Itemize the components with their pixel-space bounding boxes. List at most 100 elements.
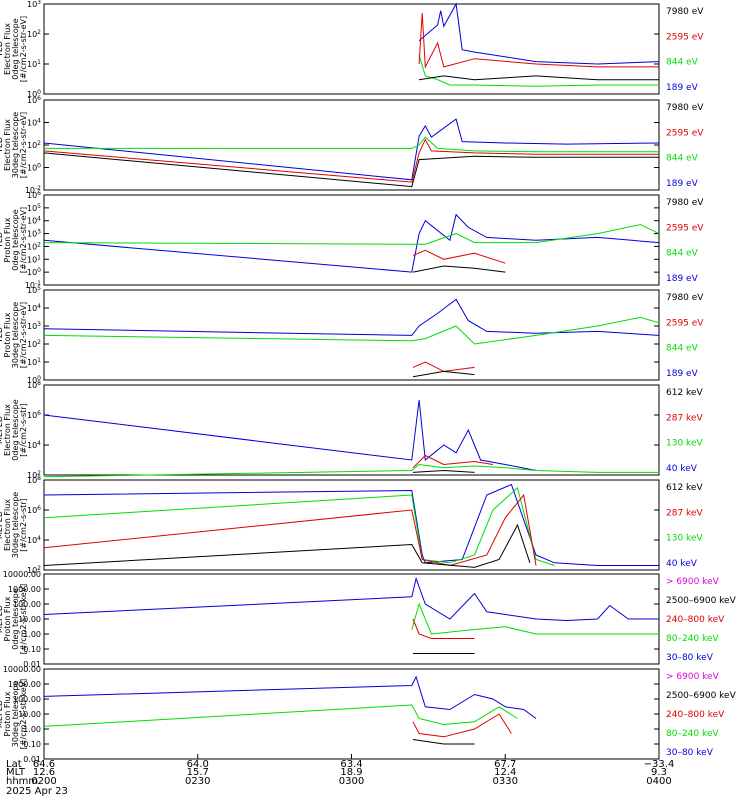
legend-label: 30–80 keV — [666, 748, 714, 758]
y-tick-label: 103 — [27, 0, 41, 9]
y-tick-label: 1000.00 — [8, 585, 41, 594]
legend-label: 2500–6900 keV — [666, 596, 737, 606]
y-tick-label: 102 — [27, 140, 41, 150]
y-axis-label: MEPEDProton Flux30deg telescope[#/cm2-s-… — [0, 679, 28, 750]
legend-label: 30–80 keV — [666, 653, 714, 663]
y-tick-label: 10.00 — [18, 710, 41, 719]
series-line-red — [412, 713, 512, 738]
y-axis-label: MEPEDElectron Flux30deg telescope[#/cm2-… — [0, 492, 28, 559]
legend-label: 7980 eV — [666, 103, 704, 113]
legend-label: 2595 eV — [666, 318, 704, 328]
y-tick-label: 102 — [27, 241, 41, 251]
y-tick-label: 102 — [27, 339, 41, 349]
x-tick-label-lat: 64.6 — [33, 759, 55, 770]
y-tick-label: 10-1 — [25, 280, 41, 290]
panel-6: 102 104 106 108 MEPEDElectron Flux30deg tele… — [0, 475, 703, 575]
x-tick-label-mlt: 12.6 — [33, 767, 55, 778]
series-line-red — [418, 12, 659, 69]
legend-label: 7980 eV — [666, 198, 704, 208]
panel-8: 0.01 0.10 1.00 10.00 100.00 1000.00 10000.00 ME… — [0, 665, 737, 764]
legend-label: 2595 eV — [666, 223, 704, 233]
y-tick-label: 103 — [27, 321, 41, 331]
series-line-red — [43, 493, 537, 567]
y-tick-label: 106 — [27, 505, 41, 515]
legend-label: 40 keV — [666, 559, 698, 569]
y-tick-label: 102 — [27, 29, 41, 39]
footer-label-date: 2025 Apr 23 — [6, 786, 68, 797]
panel-3: 10-1 100 101 102 103 104 105 106 TEDProton Flux0… — [0, 190, 704, 290]
x-tick-label-lat: 63.4 — [340, 759, 362, 770]
series-line-blue — [43, 298, 660, 336]
legend-label: > 6900 keV — [666, 577, 720, 587]
x-tick-label-hhmm: 0230 — [185, 776, 210, 787]
footer-label-hhmm: hhmm — [6, 776, 38, 787]
series-line-green — [43, 463, 659, 478]
x-axis-labels: Lat MLT hhmm 2025 Apr 23 64.6 64.0 63.4 67.… — [6, 754, 674, 797]
legend-label: 189 eV — [666, 83, 699, 93]
series-line-black — [43, 523, 531, 568]
legend-label: 844 eV — [666, 154, 699, 164]
x-tick-label-hhmm: 0200 — [31, 776, 56, 787]
y-tick-label: 1.00 — [23, 630, 41, 639]
legend-label: 844 eV — [666, 249, 699, 259]
panel-1: 100 101 102 103 TEDElectron Flux0deg telesco… — [0, 0, 704, 99]
legend-label: 2595 eV — [666, 128, 704, 138]
legend-label: 612 keV — [666, 483, 703, 493]
y-tick-label: 104 — [27, 303, 41, 313]
x-tick-label-lat: −33.4 — [644, 759, 675, 770]
series-line-black — [43, 152, 659, 188]
y-tick-label: 10000.00 — [3, 665, 41, 674]
x-tick-label-lat: 64.0 — [187, 759, 209, 770]
y-axis-label: TEDElectron Flux30deg telescope[#/cm2-s-… — [0, 112, 28, 179]
series-line-green — [43, 704, 518, 727]
panel-frame — [43, 668, 660, 760]
legend-label: 612 keV — [666, 388, 703, 398]
y-tick-label: 100 — [27, 89, 41, 99]
series-line-black — [412, 370, 475, 378]
y-axis-label: TEDProton Flux30deg telescope[#/cm2-s-st… — [0, 302, 28, 369]
y-tick-label: 0.10 — [23, 645, 41, 654]
chart-panels: 100 101 102 103 TEDElectron Flux0deg telesco… — [0, 0, 737, 764]
series-line-green — [418, 54, 659, 87]
legend-label: 80–240 keV — [666, 634, 719, 644]
y-tick-label: 106 — [27, 410, 41, 420]
y-tick-label: 108 — [27, 475, 41, 485]
panel-frame — [43, 194, 660, 286]
panel-frame — [43, 384, 660, 476]
series-line-blue — [43, 399, 537, 471]
y-tick-label: 101 — [27, 59, 41, 69]
y-tick-label: 105 — [27, 203, 41, 213]
y-tick-label: 108 — [27, 380, 41, 390]
panel-5: 102 104 106 108 MEPEDElectron Flux0deg teles… — [0, 380, 703, 480]
series-line-red — [412, 249, 506, 264]
y-tick-label: 102 — [27, 565, 41, 575]
legend-label: 844 eV — [666, 58, 699, 68]
panel-7: 0.01 0.10 1.00 10.00 100.00 1000.00 10000.00 ME… — [0, 570, 737, 669]
x-tick-label-hhmm: 0300 — [339, 776, 364, 787]
footer-label-lat: Lat — [6, 759, 22, 770]
series-line-blue — [43, 576, 659, 622]
y-tick-label: 105 — [27, 285, 41, 295]
x-tick-label-hhmm: 0330 — [493, 776, 518, 787]
footer-label-mlt: MLT — [6, 767, 26, 778]
y-tick-label: 10000.00 — [3, 570, 41, 579]
x-tick-label-mlt: 18.9 — [340, 767, 362, 778]
y-tick-label: 102 — [27, 470, 41, 480]
series-line-blue — [43, 675, 537, 719]
legend-label: 189 eV — [666, 179, 699, 189]
series-line-red — [43, 138, 659, 183]
y-tick-label: 1.00 — [23, 725, 41, 734]
legend-label: 240–800 keV — [666, 710, 725, 720]
legend-label: 287 keV — [666, 508, 703, 518]
y-tick-label: 10-2 — [25, 185, 41, 195]
legend-label: 2595 eV — [666, 32, 704, 42]
legend-label: 80–240 keV — [666, 729, 719, 739]
y-tick-label: 103 — [27, 229, 41, 239]
series-line-red — [412, 361, 475, 372]
y-tick-label: 104 — [27, 440, 41, 450]
y-tick-label: 100 — [27, 267, 41, 277]
y-tick-label: 1000.00 — [8, 680, 41, 689]
legend-label: > 6900 keV — [666, 672, 720, 682]
series-line-green — [43, 316, 660, 345]
